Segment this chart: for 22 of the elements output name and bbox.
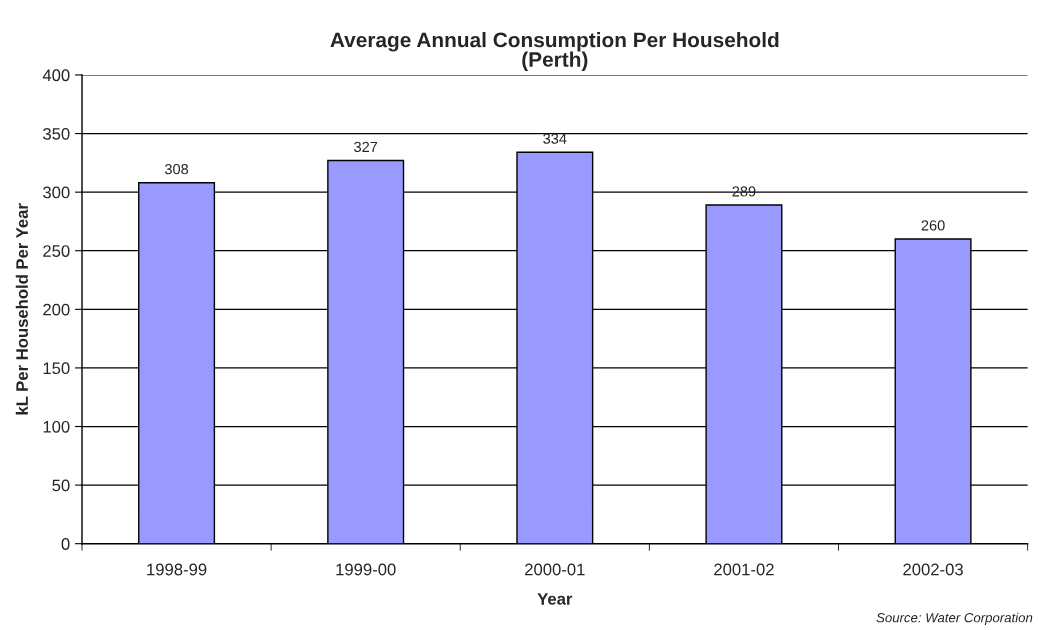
y-axis-title: kL Per Household Per Year — [15, 203, 28, 415]
y-tick-label: 350 — [43, 127, 70, 140]
x-tick-label: 2002-03 — [903, 563, 963, 576]
data-label: 327 — [354, 141, 378, 153]
y-tick-label: 250 — [43, 245, 70, 257]
y-tick-label: 50 — [52, 479, 70, 492]
source-note: Source: Water Corporation — [876, 612, 1033, 625]
y-tick-label: 150 — [43, 362, 70, 375]
x-tick-label: 2000-01 — [525, 563, 585, 576]
y-tick-label: 100 — [43, 420, 70, 433]
data-label: 334 — [543, 133, 567, 144]
chart-title: Average Annual Consumption Per Household (Perth) — [330, 32, 779, 71]
x-tick-label: 2001-02 — [714, 563, 774, 576]
data-label: 260 — [921, 220, 945, 231]
y-tick-label: 400 — [42, 69, 70, 82]
data-label: 308 — [164, 164, 189, 175]
x-tick-label: 1998-99 — [147, 563, 207, 576]
x-tick-label: 1999-00 — [336, 563, 396, 576]
x-axis-title: Year — [537, 593, 573, 605]
y-tick-label: 300 — [43, 186, 70, 199]
y-tick-label: 200 — [43, 303, 70, 316]
y-tick-label: 0 — [61, 538, 70, 550]
